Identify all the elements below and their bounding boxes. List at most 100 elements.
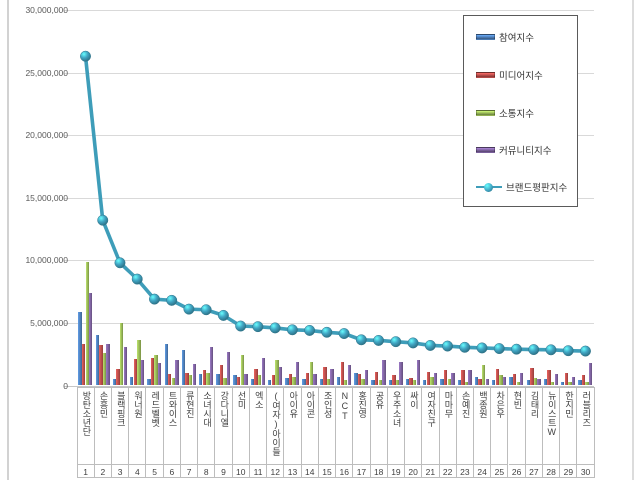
bar-s1-rank16 (336, 376, 341, 386)
bar-s2-rank7 (185, 372, 189, 386)
category-cell: NCT (336, 388, 354, 464)
category-rank: 30 (577, 464, 595, 478)
bar-s2-rank17 (357, 374, 362, 386)
category-name: 방탄소년단 (81, 391, 92, 436)
y-axis-tick-label: 25,000,000 (25, 67, 68, 78)
bar-s3-rank24 (482, 365, 486, 386)
bar-s4-rank15 (330, 369, 334, 386)
category-name: 워너원 (133, 391, 144, 418)
gridline (64, 9, 594, 11)
legend: 참여지수 미디어지수 소통지수 커뮤니티지수 브랜드평판지수 (463, 15, 578, 207)
bar-s1-rank12 (267, 380, 272, 386)
bar-s2-rank23 (461, 370, 465, 386)
brand-index-marker-rank13 (286, 324, 298, 336)
category-cell: 소녀시대 (198, 388, 216, 464)
category-rank: 19 (387, 464, 406, 478)
category-cell: 류현진 (181, 388, 199, 464)
bar-s2-rank10 (237, 376, 241, 386)
bar-s2-rank4 (133, 359, 137, 386)
category-rank: 16 (336, 464, 354, 478)
bar-s2-rank13 (288, 374, 293, 386)
bar-s1-rank17 (354, 372, 358, 386)
bar-s3-rank4 (137, 340, 141, 386)
brand-index-marker-rank17 (355, 334, 367, 346)
bar-s3-rank28 (550, 381, 555, 386)
bar-s2-rank2 (99, 345, 103, 386)
bar-s4-rank2 (106, 344, 110, 386)
bar-s4-rank4 (140, 360, 145, 386)
category-rank: 13 (284, 464, 302, 478)
category-name: NCT (339, 391, 350, 421)
bar-s2-rank19 (392, 375, 396, 386)
category-name: 조인성 (322, 391, 333, 418)
community-bar-swatch-icon (476, 147, 495, 153)
brand-index-marker-rank14 (304, 324, 316, 336)
legend-label: 소통지수 (499, 109, 534, 120)
legend-item-brand-reputation-index: 브랜드평판지수 (476, 181, 568, 194)
bar-s4-rank19 (399, 361, 403, 386)
category-rank: 14 (301, 464, 319, 478)
category-cell: 마마무 (440, 388, 457, 464)
bar-s2-rank16 (340, 361, 344, 386)
bar-s1-rank13 (285, 377, 289, 386)
bar-s1-rank15 (319, 379, 324, 386)
brand-index-marker-rank26 (511, 343, 522, 355)
brand-index-marker-rank23 (459, 341, 471, 353)
category-cell: 여자친구 (422, 388, 440, 464)
category-name: 레드벨벳 (150, 391, 161, 427)
legend-label: 브랜드평판지수 (506, 183, 568, 194)
category-rank: 1 (77, 464, 95, 478)
category-rank: 23 (456, 464, 474, 478)
category-cell: 블랙핑크 (112, 388, 130, 464)
brand-index-marker-rank3 (114, 257, 126, 269)
category-rank: 9 (215, 464, 233, 478)
category-rank: 29 (560, 464, 578, 478)
bar-s2-rank1 (81, 344, 86, 386)
participation-bar-swatch-icon (476, 34, 495, 40)
bar-s1-rank7 (181, 350, 186, 386)
bar-s2-rank20 (409, 377, 413, 386)
category-rank: 17 (353, 464, 371, 478)
category-name: 싸이 (408, 391, 419, 409)
category-name: 블랙핑크 (115, 391, 126, 427)
brand-index-marker-rank20 (407, 337, 419, 349)
bar-s4-rank9 (227, 351, 231, 386)
category-name: 러블리즈 (581, 391, 592, 427)
bar-s1-rank2 (95, 335, 99, 386)
bar-s3-rank9 (223, 377, 227, 386)
category-cell: 김태리 (526, 388, 543, 464)
bar-s1-rank29 (561, 381, 565, 386)
category-rank: 15 (318, 464, 337, 478)
bar-s1-rank1 (78, 311, 82, 386)
category-name: 엑소 (253, 391, 264, 409)
bar-s3-rank22 (447, 379, 451, 386)
bar-s1-rank21 (423, 380, 427, 386)
category-rank: 25 (491, 464, 509, 478)
bar-s2-rank21 (426, 371, 431, 386)
bar-s4-rank12 (278, 366, 283, 386)
bar-s3-rank27 (533, 377, 538, 386)
bar-s3-rank29 (568, 381, 572, 386)
bar-s2-rank26 (512, 374, 517, 386)
brand-index-marker-rank21 (424, 339, 436, 351)
bar-s4-rank23 (468, 370, 472, 386)
bar-s1-rank14 (302, 379, 306, 386)
category-cell: 공유 (371, 388, 388, 464)
y-axis-tick-label: 10,000,000 (25, 255, 68, 266)
bar-s2-rank30 (581, 375, 586, 386)
bar-s2-rank24 (478, 379, 482, 386)
category-name: 현빈 (512, 391, 523, 409)
bar-s4-rank22 (451, 372, 455, 386)
brand-index-marker-rank2 (97, 214, 109, 226)
bar-s1-rank8 (198, 374, 203, 386)
category-name: (여자)아이들 (270, 391, 281, 456)
bar-s3-rank11 (257, 375, 262, 386)
brand-index-marker-rank27 (528, 344, 540, 356)
bar-s2-rank11 (254, 369, 258, 386)
category-cell: 러블리즈 (577, 388, 595, 464)
bar-s3-rank17 (361, 379, 365, 386)
brand-index-marker-rank18 (373, 334, 385, 346)
bar-s4-rank16 (347, 365, 352, 386)
category-cell: 레드벨벳 (146, 388, 164, 464)
legend-item-communication-index: 소통지수 (476, 107, 534, 120)
